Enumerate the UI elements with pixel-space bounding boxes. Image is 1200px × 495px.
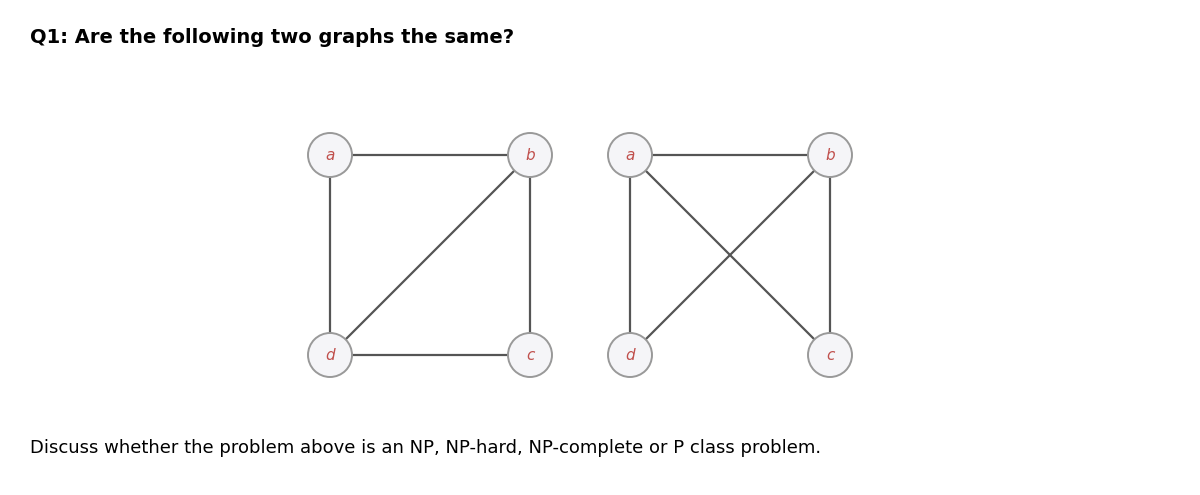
Text: c: c (826, 347, 834, 362)
Circle shape (808, 133, 852, 177)
Circle shape (808, 333, 852, 377)
Text: Q1: Are the following two graphs the same?: Q1: Are the following two graphs the sam… (30, 28, 514, 47)
Text: b: b (526, 148, 535, 162)
Circle shape (308, 333, 352, 377)
Text: Discuss whether the problem above is an NP, NP-hard, NP-complete or P class prob: Discuss whether the problem above is an … (30, 439, 821, 457)
Circle shape (508, 333, 552, 377)
Text: a: a (625, 148, 635, 162)
Text: a: a (325, 148, 335, 162)
Circle shape (608, 333, 652, 377)
Circle shape (308, 133, 352, 177)
Text: c: c (526, 347, 534, 362)
Text: d: d (625, 347, 635, 362)
Text: b: b (826, 148, 835, 162)
Text: d: d (325, 347, 335, 362)
Circle shape (508, 133, 552, 177)
Circle shape (608, 133, 652, 177)
